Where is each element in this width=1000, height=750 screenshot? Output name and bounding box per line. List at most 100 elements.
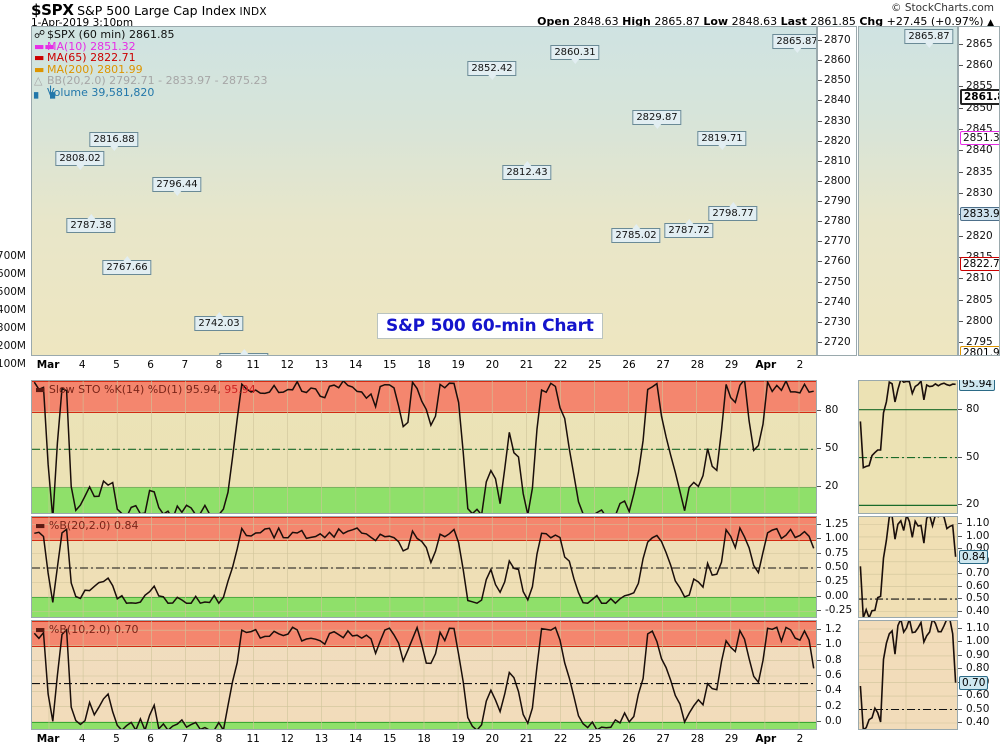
mini-price-tick [959,235,963,237]
mini-price-tick [959,129,963,131]
indicator-tick-label: 50 [825,442,839,455]
price-badge-magenta: 2851.32 [960,131,999,145]
indicator-value-badge: 0.84 [959,549,989,564]
mini-price-tick-label: 2835 [966,165,993,178]
mini-indicator-tick [958,654,962,656]
x-axis-label: 28 [690,359,705,371]
x-axis-label: 12 [280,733,294,745]
indicator-panel-percent-b-20[interactable]: ▬ %B(20,2.0) 0.84 [31,516,817,618]
indicator-tick-label: 0.50 [825,561,849,573]
indicator-panel-percent-b-10[interactable]: ▬ %B(10,2.0) 0.70 [31,620,817,730]
volume-tick-label: 400M [0,304,26,316]
x-axis-label: 20 [485,733,500,745]
mini-indicator-tick [958,598,962,600]
solid-line-icon: ▬ [34,51,45,65]
indicator-plot-percent-b-10 [32,621,816,729]
indicator-tick [817,610,821,612]
x-axis-label: Mar [36,733,60,745]
price-tick [818,321,822,323]
change-value: +27.45 (+0.97%) [886,15,984,28]
stockcharts-brand: © StockCharts.com [891,2,994,14]
mini-price-tick [959,342,963,344]
mini-price-tick-label: 2805 [966,293,993,306]
indicator-axis-percent-b-20: 1.25 1.00 0.75 0.50 0.25 0.00 -0.25 [817,516,857,618]
x-axis-label: 11 [246,733,260,745]
symbol-exchange: INDX [239,6,267,18]
x-axis-label: 13 [314,359,329,371]
indicator-panel-stochastic[interactable]: ▬ Slow STO %K(14) %D(1) 95.94, 95.94 [31,380,817,514]
x-axis-label: 25 [588,359,602,371]
mini-indicator-panel-stochastic[interactable] [858,380,958,514]
indicator-tick [817,675,821,676]
x-axis-label: 18 [417,733,431,745]
price-callout: 2722.27 [219,349,269,355]
mini-indicator-tick-label: 80 [966,402,980,415]
price-callout: 2798.77 [708,202,758,221]
mini-indicator-tick-label: 0.50 [966,702,990,715]
mini-price-tick-label: 2820 [966,229,993,242]
indicator-plot-stochastic [32,381,816,513]
price-tick-label: 2820 [824,134,851,147]
mini-indicator-tick-label: 1.10 [966,517,990,530]
x-axis-label: 2 [796,733,804,745]
volume-axis: 700M 600M 500M 400M 300M 200M 100M [0,26,31,370]
x-axis-label: 4 [78,359,86,371]
x-axis-label: 6 [147,359,154,371]
price-badge-orange: 2801.99 [960,346,999,355]
indicator-tick [817,448,821,450]
mini-price-chart[interactable]: 2865.87 [858,26,958,356]
mini-indicator-tick [958,523,962,525]
mini-indicator-tick [958,610,962,612]
mini-price-tick-label: 2800 [966,315,993,328]
mini-price-tick-label: 2840 [966,144,993,157]
mini-indicator-tick [958,668,962,670]
price-callout: 2808.02 [55,151,105,170]
indicator-tick [817,538,821,540]
volume-tick-label: 200M [0,340,26,352]
indicator-tick [817,552,821,554]
x-axis-label: 6 [147,733,154,745]
indicator-tick-label: 0.0 [825,714,842,727]
mini-indicator-tick [958,695,962,697]
mini-price-tick [959,171,963,173]
mini-indicator-panel-percent-b-20[interactable] [858,516,958,618]
price-tick-label: 2730 [824,315,851,328]
low-label: Low [703,15,729,28]
legend-ma65: ▬ MA(65) 2822.71 [34,51,136,65]
volume-tick-label: 100M [0,358,26,370]
price-axis: 2870 2860 2850 2840 2830 2820 2810 2800 2790 2780… [817,26,857,356]
price-tick-label: 2720 [824,335,851,348]
price-callout: 2829.87 [632,110,682,129]
legend-bollinger: △ BB(20,2.0) 2792.71 - 2833.97 - 2875.23 [34,74,268,88]
indicator-tick-label: 0.4 [825,684,842,697]
mini-indicator-tick-label: 0.90 [966,648,990,661]
x-axis-label: 8 [215,359,223,371]
mini-price-tick-label: 2830 [966,187,993,200]
band-icon: △ [34,74,43,88]
main-price-chart[interactable]: ☍ $SPX (60 min) 2861.85 ▬▬MA(10) 2851.32 … [31,26,817,356]
mini-indicator-plot-stochastic [859,381,957,513]
x-axis-label: 25 [588,733,602,745]
price-callout: 2767.66 [102,256,152,275]
legend-price: ☍ $SPX (60 min) 2861.85 [34,28,175,41]
indicator-tick [817,659,821,661]
indicator-tick-label: 1.0 [825,638,842,651]
indicator-tick [817,567,821,568]
mini-indicator-axis-stochastic: 80 50 20 95.94 [958,380,1000,514]
mini-indicator-panel-percent-b-10[interactable] [858,620,958,730]
price-tick-label: 2770 [824,235,851,248]
mini-chart-background [859,27,957,355]
last-value: 2861.85 [810,15,856,28]
indicator-tick-label: 1.00 [825,532,849,545]
high-value: 2865.87 [654,15,700,28]
mini-price-axis: 2865286028552850284528402835283028252820… [958,26,1000,356]
x-axis-label: 15 [383,733,397,745]
mini-indicator-tick-label: 20 [966,498,980,511]
x-axis-label: 20 [485,359,500,371]
x-axis-label: 29 [724,359,739,371]
mini-price-tick [959,65,963,67]
price-tick-label: 2810 [824,154,851,167]
indicator-tick-label: 80 [825,404,839,417]
indicator-tick [817,486,821,488]
